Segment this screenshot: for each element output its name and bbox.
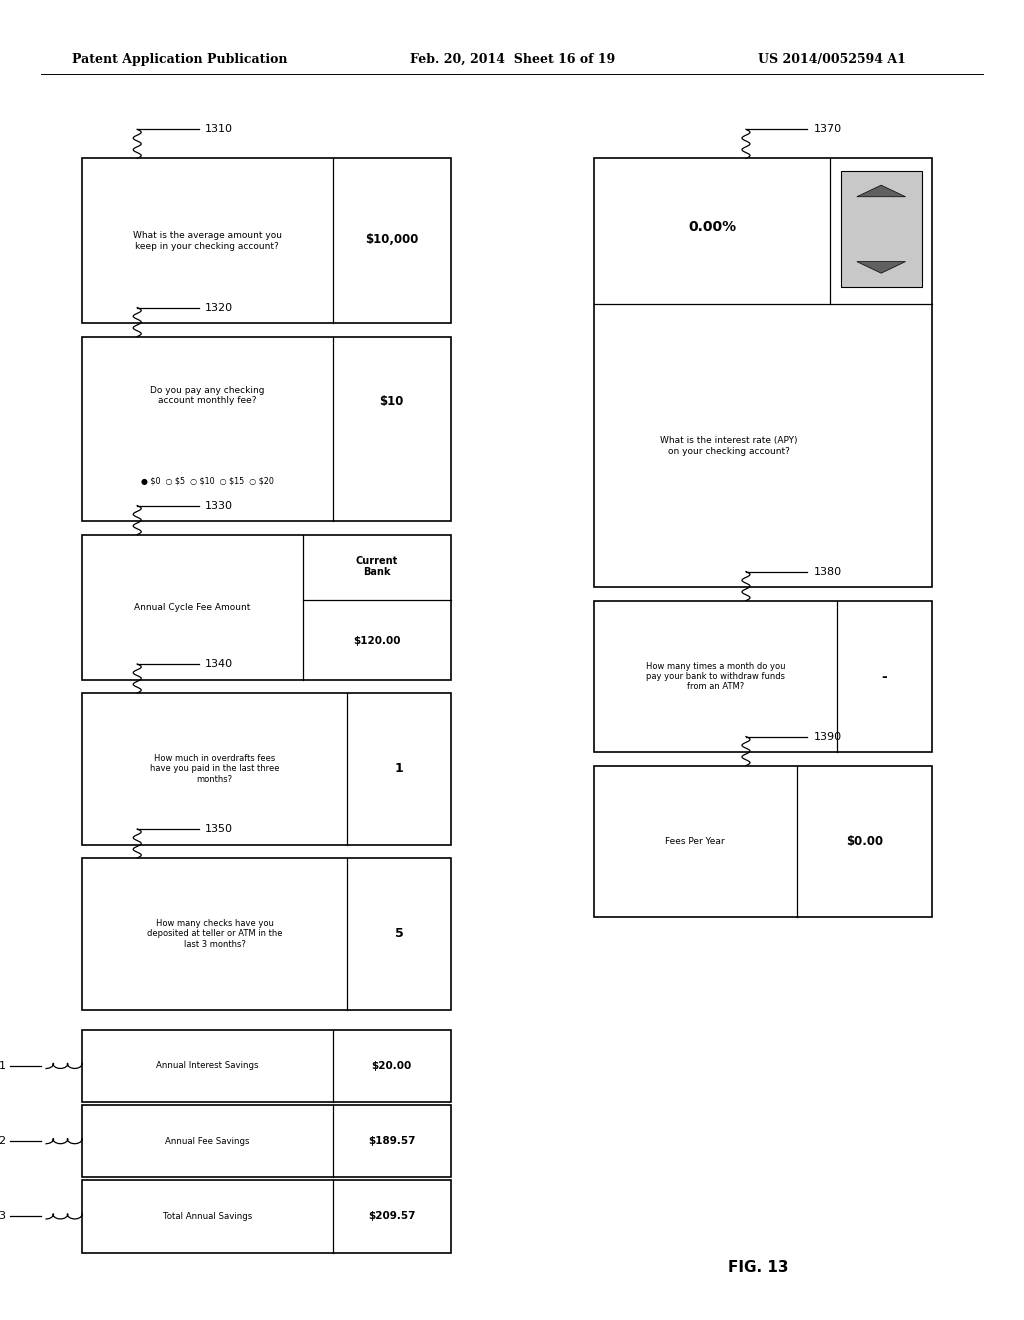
Bar bbox=[841, 172, 922, 286]
Text: What is the average amount you
keep in your checking account?: What is the average amount you keep in y… bbox=[133, 231, 282, 251]
Text: 1363: 1363 bbox=[0, 1212, 7, 1221]
Text: 1: 1 bbox=[394, 763, 403, 775]
Text: Patent Application Publication: Patent Application Publication bbox=[72, 53, 287, 66]
Text: 1390: 1390 bbox=[813, 731, 842, 742]
Text: 1380: 1380 bbox=[813, 566, 842, 577]
Text: How many checks have you
deposited at teller or ATM in the
last 3 months?: How many checks have you deposited at te… bbox=[146, 919, 283, 949]
Text: 1340: 1340 bbox=[205, 659, 232, 669]
Text: ● $0  ○ $5  ○ $10  ○ $15  ○ $20: ● $0 ○ $5 ○ $10 ○ $15 ○ $20 bbox=[141, 477, 273, 486]
Bar bbox=[82, 858, 451, 1010]
Text: US 2014/0052594 A1: US 2014/0052594 A1 bbox=[758, 53, 905, 66]
Text: Annual Fee Savings: Annual Fee Savings bbox=[165, 1137, 250, 1146]
Text: Annual Interest Savings: Annual Interest Savings bbox=[156, 1061, 258, 1071]
Text: 1370: 1370 bbox=[813, 124, 842, 135]
Bar bbox=[82, 693, 451, 845]
Polygon shape bbox=[857, 185, 905, 197]
Text: 1361: 1361 bbox=[0, 1061, 7, 1071]
Text: $189.57: $189.57 bbox=[368, 1137, 416, 1146]
Bar bbox=[82, 535, 451, 680]
Text: $20.00: $20.00 bbox=[372, 1061, 412, 1071]
Text: What is the interest rate (APY)
on your checking account?: What is the interest rate (APY) on your … bbox=[660, 436, 798, 455]
Text: Fees Per Year: Fees Per Year bbox=[666, 837, 725, 846]
Bar bbox=[594, 158, 932, 587]
Text: FIG. 13: FIG. 13 bbox=[727, 1259, 788, 1275]
Bar bbox=[82, 337, 451, 521]
Text: 1330: 1330 bbox=[205, 500, 232, 511]
Bar bbox=[82, 158, 451, 323]
Text: 1320: 1320 bbox=[205, 302, 232, 313]
Text: How many times a month do you
pay your bank to withdraw funds
from an ATM?: How many times a month do you pay your b… bbox=[646, 661, 785, 692]
Bar bbox=[82, 1030, 451, 1102]
Text: $10: $10 bbox=[379, 395, 403, 408]
Text: 1310: 1310 bbox=[205, 124, 232, 135]
Text: Feb. 20, 2014  Sheet 16 of 19: Feb. 20, 2014 Sheet 16 of 19 bbox=[410, 53, 614, 66]
Bar bbox=[82, 1105, 451, 1177]
Text: Current
Bank: Current Bank bbox=[355, 556, 398, 577]
Bar bbox=[594, 601, 932, 752]
Text: -: - bbox=[882, 669, 888, 684]
Text: Annual Cycle Fee Amount: Annual Cycle Fee Amount bbox=[134, 603, 251, 611]
Text: 5: 5 bbox=[394, 928, 403, 940]
Text: 1350: 1350 bbox=[205, 824, 232, 834]
Text: $10,000: $10,000 bbox=[365, 232, 418, 246]
Text: $209.57: $209.57 bbox=[368, 1212, 416, 1221]
Text: $120.00: $120.00 bbox=[353, 636, 400, 645]
Polygon shape bbox=[857, 261, 905, 273]
Text: $0.00: $0.00 bbox=[846, 836, 883, 847]
Text: Total Annual Savings: Total Annual Savings bbox=[163, 1212, 252, 1221]
Text: 1362: 1362 bbox=[0, 1137, 7, 1146]
Bar bbox=[82, 1180, 451, 1253]
Bar bbox=[594, 766, 932, 917]
Text: 0.00%: 0.00% bbox=[688, 220, 736, 234]
Text: Do you pay any checking
account monthly fee?: Do you pay any checking account monthly … bbox=[150, 385, 264, 405]
Text: How much in overdrafts fees
have you paid in the last three
months?: How much in overdrafts fees have you pai… bbox=[150, 754, 280, 784]
